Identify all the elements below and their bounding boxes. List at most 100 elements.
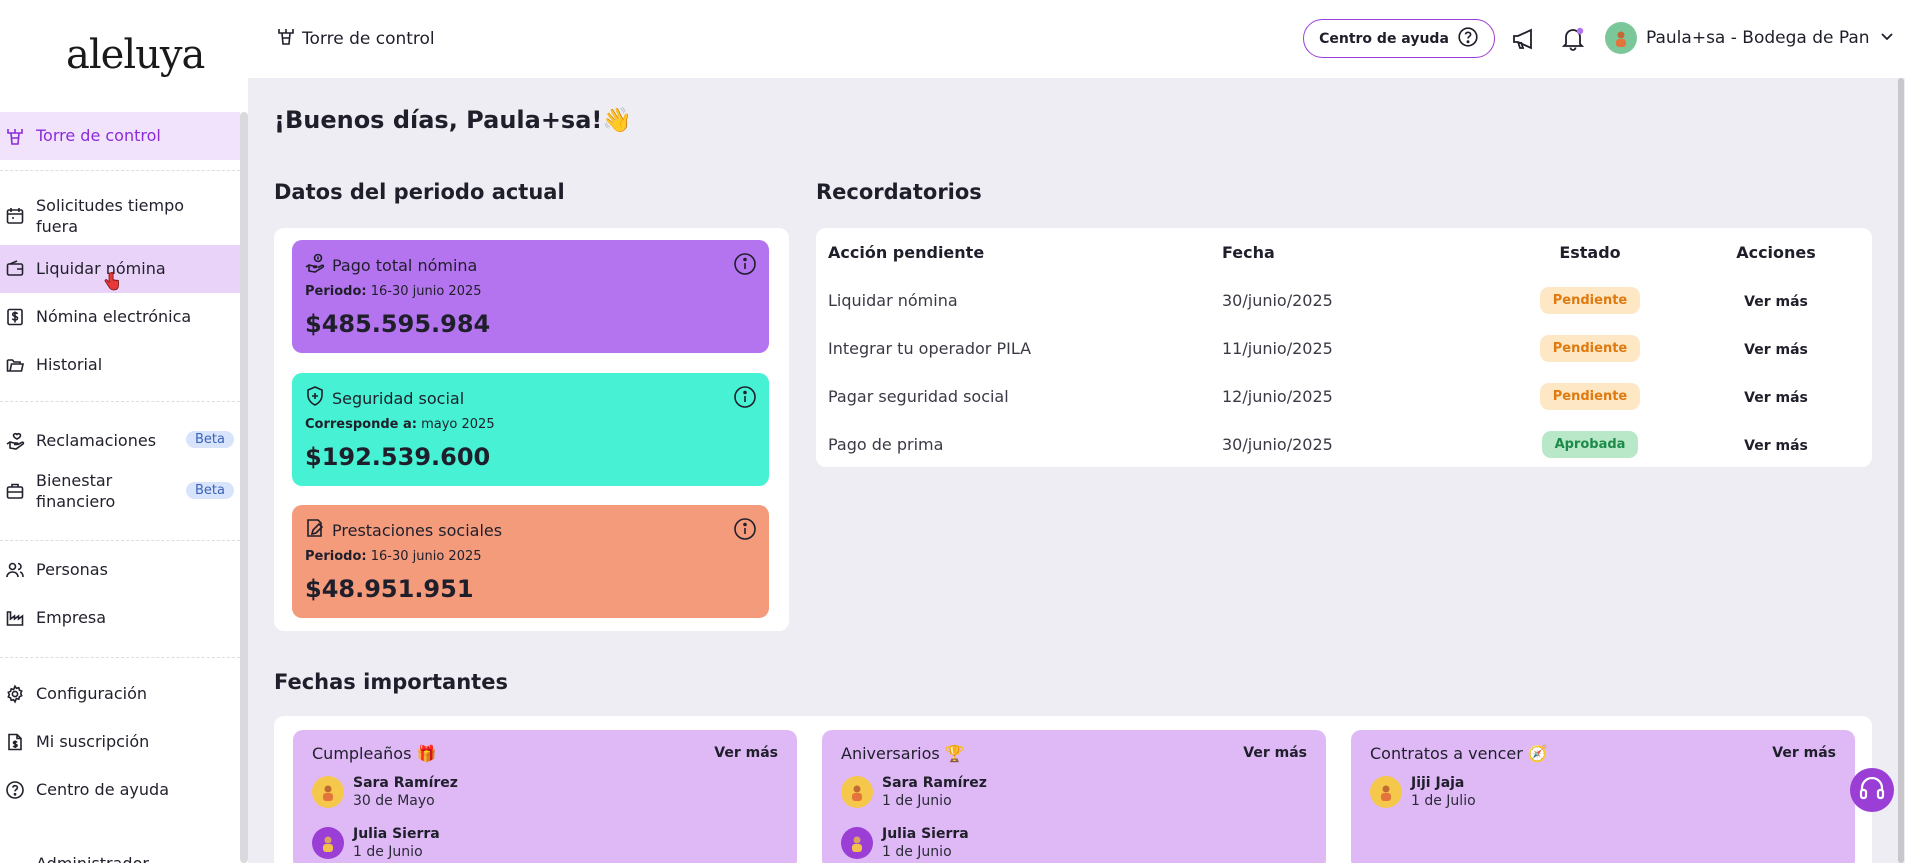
sidebar-item-label: Personas	[36, 560, 108, 579]
table-header: Acción pendiente Fecha Estado Acciones	[816, 228, 1872, 276]
status-badge: Pendiente	[1539, 334, 1641, 362]
date-cell: 30/junio/2025	[1222, 434, 1333, 454]
sidebar-divider	[0, 170, 240, 171]
sidebar-item-label: Historial	[36, 355, 103, 374]
see-more-link[interactable]: Ver más	[1744, 437, 1808, 454]
list-item[interactable]: Julia Sierra 1 de Junio	[312, 825, 440, 861]
document-dollar-icon	[4, 731, 26, 753]
sidebar-item-personas[interactable]: Personas	[0, 546, 240, 594]
period-section-title: Datos del periodo actual	[274, 180, 565, 204]
dollar-document-icon	[4, 306, 26, 328]
person-name: Julia Sierra	[353, 826, 440, 842]
sidebar-item-configuracion[interactable]: Configuración	[0, 670, 240, 718]
list-item[interactable]: Sara Ramírez 1 de Junio	[841, 774, 987, 810]
card-title: Contratos a vencer 🧭	[1370, 744, 1548, 763]
briefcase-icon	[4, 480, 26, 502]
list-item[interactable]: Julia Sierra 1 de Junio	[841, 825, 969, 861]
card-period: Corresponde a: mayo 2025	[305, 417, 495, 432]
date-cell: 11/junio/2025	[1222, 338, 1333, 358]
avatar	[841, 827, 873, 859]
sidebar-item-administrador[interactable]: Administrador	[0, 844, 240, 863]
sidebar-item-nomina-electronica[interactable]: Nómina electrónica	[0, 293, 240, 341]
status-badge: Pendiente	[1539, 286, 1641, 314]
sidebar-item-label: Solicitudes tiempo fuera	[36, 196, 185, 236]
hand-heart-icon	[4, 430, 26, 452]
list-item[interactable]: Jiji Jaja 1 de Julio	[1370, 774, 1476, 810]
card-period: Periodo: 16-30 junio 2025	[305, 549, 482, 564]
person-name: Julia Sierra	[882, 826, 969, 842]
person-name: Sara Ramírez	[353, 775, 458, 791]
sidebar-item-label: Centro de ayuda	[36, 780, 169, 799]
column-header: Acción pendiente	[828, 242, 985, 262]
see-more-link[interactable]: Ver más	[1243, 745, 1307, 761]
main-scrollbar[interactable]	[1897, 78, 1905, 863]
action-cell: Pagar seguridad social	[828, 386, 1009, 406]
sidebar-scrollbar[interactable]	[240, 112, 248, 863]
list-item[interactable]: Sara Ramírez 30 de Mayo	[312, 774, 458, 810]
sidebar-item-solicitudes[interactable]: Solicitudes tiempo fuera	[0, 192, 240, 240]
reminders-panel	[816, 228, 1872, 467]
greeting-text: ¡Buenos días, Paula+sa!	[274, 106, 603, 134]
period-panel: Pago total nómina Periodo: 16-30 junio 2…	[274, 228, 789, 631]
sidebar-item-centro-de-ayuda[interactable]: Centro de ayuda	[0, 766, 240, 814]
see-more-link[interactable]: Ver más	[1744, 389, 1808, 406]
sidebar-item-bienestar-financiero[interactable]: Bienestar financiero Beta	[0, 465, 240, 517]
person-date: 1 de Junio	[882, 844, 952, 860]
see-more-link[interactable]: Ver más	[1772, 745, 1836, 761]
mouse-pointer-icon	[103, 271, 121, 296]
sidebar-item-historial[interactable]: Historial	[0, 341, 240, 389]
user-menu[interactable]: Paula+sa - Bodega de Pan	[1605, 22, 1895, 54]
social-benefits-card[interactable]: Prestaciones sociales Periodo: 16-30 jun…	[292, 505, 769, 618]
factory-icon	[4, 607, 26, 629]
info-icon[interactable]	[733, 517, 757, 541]
social-security-card[interactable]: Seguridad social Corresponde a: mayo 202…	[292, 373, 769, 486]
sidebar-item-liquidar-nomina[interactable]: Liquidar nómina	[0, 245, 240, 293]
help-center-button[interactable]: Centro de ayuda	[1303, 19, 1495, 58]
card-title: Seguridad social	[332, 388, 465, 408]
info-icon[interactable]	[733, 385, 757, 409]
sidebar-item-torre-de-control[interactable]: Torre de control	[0, 112, 240, 160]
card-title: Prestaciones sociales	[332, 520, 503, 540]
column-header: Estado	[1559, 242, 1621, 262]
support-chat-button[interactable]	[1850, 768, 1894, 812]
help-center-label: Centro de ayuda	[1319, 30, 1449, 47]
card-title: Pago total nómina	[332, 255, 478, 275]
see-more-link[interactable]: Ver más	[714, 745, 778, 761]
column-header: Fecha	[1222, 242, 1275, 262]
payroll-total-card[interactable]: Pago total nómina Periodo: 16-30 junio 2…	[292, 240, 769, 353]
sidebar-divider	[0, 657, 240, 658]
help-circle-icon	[4, 779, 26, 801]
tower-icon	[276, 26, 296, 51]
wallet-icon	[4, 258, 26, 280]
sidebar-item-label: Torre de control	[36, 126, 161, 145]
sidebar-item-empresa[interactable]: Empresa	[0, 594, 240, 642]
notification-bell-icon[interactable]	[1558, 24, 1588, 54]
person-name: Jiji Jaja	[1411, 775, 1465, 791]
avatar	[1605, 22, 1637, 54]
action-cell: Integrar tu operador PILA	[828, 338, 1032, 358]
help-circle-icon	[1457, 26, 1479, 52]
sidebar-divider	[0, 401, 240, 402]
action-cell: Liquidar nómina	[828, 290, 958, 310]
date-cell: 30/junio/2025	[1222, 290, 1333, 310]
see-more-link[interactable]: Ver más	[1744, 341, 1808, 358]
sidebar-item-reclamaciones[interactable]: Reclamaciones Beta	[0, 417, 240, 465]
reminders-section-title: Recordatorios	[816, 180, 982, 204]
avatar	[312, 827, 344, 859]
sidebar-item-mi-suscripcion[interactable]: Mi suscripción	[0, 718, 240, 766]
see-more-link[interactable]: Ver más	[1744, 293, 1808, 310]
birthdays-card: Cumpleaños 🎁 Ver más Sara Ramírez 30 de M…	[293, 730, 797, 863]
users-icon	[4, 559, 26, 581]
beta-badge: Beta	[186, 482, 234, 499]
sidebar-item-label: Bienestar financiero	[36, 471, 116, 511]
sidebar: aleluya Torre de control Solicitudes tie…	[0, 0, 248, 863]
megaphone-icon[interactable]	[1510, 24, 1540, 54]
greeting: ¡Buenos días, Paula+sa!👋	[274, 106, 632, 134]
person-date: 30 de Mayo	[353, 793, 435, 809]
avatar	[841, 776, 873, 808]
person-date: 1 de Junio	[882, 793, 952, 809]
date-cell: 12/junio/2025	[1222, 386, 1333, 406]
info-icon[interactable]	[733, 252, 757, 276]
app-logo[interactable]: aleluya	[66, 32, 205, 78]
card-period: Periodo: 16-30 junio 2025	[305, 284, 482, 299]
